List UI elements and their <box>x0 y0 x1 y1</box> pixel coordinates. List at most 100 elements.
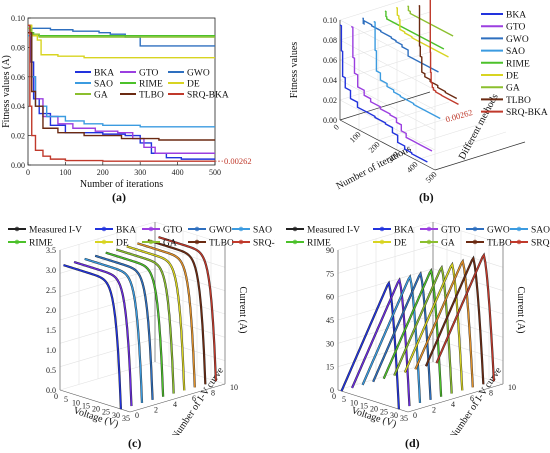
grid-svg-c <box>59 221 156 251</box>
x-tick-label-svg-c: 5 <box>64 395 68 404</box>
legend-label-svg-d-measured-i-v: Measured I-V <box>307 226 360 236</box>
grid-b <box>396 121 488 151</box>
panel-b: 0.00 0.02 0.04 0.06 0.08 0.10 0 100 200 300 400 500… <box>285 0 550 210</box>
legend-marker-svg-c-tlbo <box>194 239 200 245</box>
fitted-curve-svg-d <box>393 265 453 394</box>
legend-label-svg-c-ga: GA <box>163 239 177 249</box>
y-tick-label-a: 0.10 <box>11 14 25 23</box>
legend-label-srq-bka: SRQ-BKA <box>506 108 548 118</box>
y-tick-label-svg-c: 10 <box>230 383 238 392</box>
legend-label-svg-c-rime: RIME <box>29 239 53 249</box>
grid-b <box>339 31 431 61</box>
legend-marker-svg-c-measured-i-v <box>14 226 20 232</box>
legend-label-ga: GA <box>94 91 108 101</box>
y-axis-label-b: Fitness values <box>289 42 300 98</box>
fitted-curve-svg-d <box>404 262 463 391</box>
x-tick-label-svg-c: 10 <box>72 398 80 407</box>
fitted-curve-svg-d <box>414 259 474 388</box>
x-tick-label-a: 300 <box>134 168 146 177</box>
legend-label-svg-d-sao: SAO <box>531 226 550 236</box>
grid-svg-d <box>337 315 434 344</box>
legend-label-ga: GA <box>506 84 520 94</box>
z-axis-label-svg-d: Current (A) <box>515 287 526 334</box>
legend-label-srq-bka: SRQ-BKA <box>187 91 229 101</box>
fitted-curve-svg-c <box>116 248 175 394</box>
z-tick-label-svg-c: 0.0 <box>46 386 56 395</box>
legend-label-rime: RIME <box>506 59 530 69</box>
fitted-curve-svg-d <box>372 272 432 400</box>
legend-label-svg-d-gto: GTO <box>441 226 460 236</box>
annotation-b: 0.00262 <box>444 107 473 124</box>
fitted-curve-svg-c <box>84 258 143 403</box>
series-line-sao <box>28 34 215 128</box>
z-tick-label-svg-d: 60 <box>326 293 334 302</box>
grid-b <box>339 0 406 21</box>
fitted-curve-svg-d <box>435 253 495 382</box>
grid-b <box>339 71 431 101</box>
measured-curve-svg-c <box>105 251 165 397</box>
x-tick-label-b: 100 <box>348 130 363 145</box>
grid-svg-c <box>154 361 226 385</box>
legend-marker-svg-d-measured-i-v <box>292 226 298 232</box>
axis-svg-d <box>337 389 409 413</box>
y-tick-label-svg-d: 10 <box>508 383 516 392</box>
panel-label-c: (c) <box>128 436 142 450</box>
axis-b <box>339 119 436 171</box>
z-tick-label-svg-d: 15 <box>326 363 334 372</box>
series-line-b-ga <box>407 5 454 37</box>
x-tick-label-svg-c: 25 <box>102 408 110 417</box>
grid-svg-c <box>59 291 156 321</box>
z-tick-label-svg-d: 45 <box>326 316 334 325</box>
y-tick-label-a: 0.04 <box>11 102 25 111</box>
x-tick-label-svg-c: 15 <box>82 401 90 410</box>
measured-curve-svg-c <box>84 257 144 403</box>
fitted-curve-svg-c <box>63 264 122 410</box>
y-tick-label-svg-d: 2 <box>432 405 436 414</box>
y-tick-label-svg-d: 8 <box>489 389 493 398</box>
series-line-b-gwo <box>362 17 439 73</box>
legend-marker-svg-d-gwo <box>472 226 478 232</box>
z-tick-label-svg-d: 75 <box>326 269 334 278</box>
z-axis-label-svg-c: Current (A) <box>237 287 248 334</box>
y-tick-label-svg-d: 4 <box>451 400 455 409</box>
x-tick-label-svg-d: 15 <box>360 401 368 410</box>
z-tick-label-svg-c: 3.0 <box>46 266 56 275</box>
fitted-curve-svg-d <box>361 275 421 403</box>
series-line-b-srq-bka <box>429 0 459 105</box>
grid-b <box>339 51 431 81</box>
z-tick-label-b: 0.04 <box>323 76 337 85</box>
grid-svg-d <box>432 221 504 245</box>
legend-label-bka: BKA <box>94 69 114 79</box>
y-tick-label-a: 0.06 <box>11 73 25 82</box>
legend-label-svg-d-gwo: GWO <box>487 226 510 236</box>
fitted-curve-svg-c <box>147 239 207 385</box>
panel-label-a: (a) <box>112 190 126 204</box>
legend-marker-svg-c-sao <box>238 226 244 232</box>
z-tick-label-svg-c: 2.5 <box>46 286 56 295</box>
legend-label-svg-d-bka: BKA <box>394 226 414 236</box>
z-tick-label-svg-d: 0 <box>330 386 334 395</box>
y-tick-label-svg-c: 6 <box>192 394 196 403</box>
y-tick-label-svg-c: 4 <box>173 400 177 409</box>
legend-label-svg-d-rime: RIME <box>307 239 331 249</box>
legend-label-de: DE <box>187 80 200 90</box>
measured-curve-svg-c <box>94 254 154 400</box>
x-tick-label-b: 400 <box>405 160 420 175</box>
measured-curve-svg-c <box>115 248 175 394</box>
x-tick-label-svg-d: 30 <box>390 411 398 420</box>
series-line-b-tlbo <box>418 4 458 100</box>
series-line-b-gto <box>350 25 433 152</box>
legend-label-svg-d-de: DE <box>394 239 407 249</box>
legend-marker-svg-d-bka <box>379 226 385 232</box>
fitted-curve-svg-c <box>137 242 196 388</box>
fitted-curve-svg-d <box>383 268 442 397</box>
legend-label-svg-d-tlbo: TLBO <box>487 239 512 249</box>
y-tick-label-a: 0.00 <box>11 161 25 170</box>
annotation-a: 0.00262 <box>224 156 252 166</box>
grid-b <box>358 101 450 131</box>
grid-svg-d <box>432 361 504 385</box>
series-line-b-rime <box>384 10 445 50</box>
fitted-curve-svg-d <box>425 256 485 385</box>
y-tick-label-a: 0.08 <box>11 43 25 52</box>
